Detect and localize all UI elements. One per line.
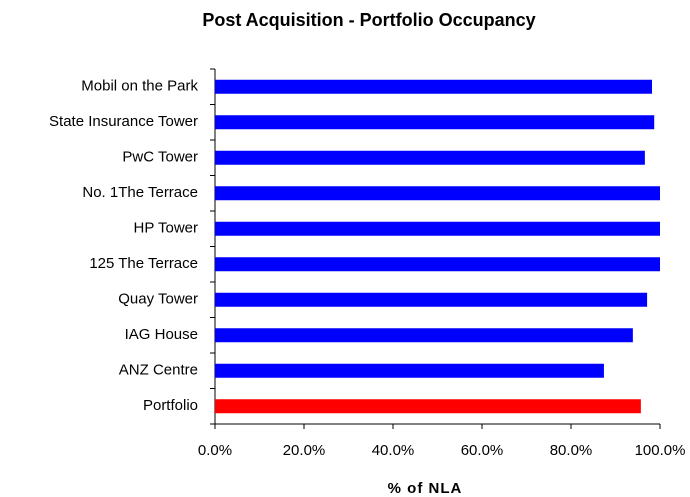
- chart-title: Post Acquisition - Portfolio Occupancy: [202, 10, 535, 30]
- bar: [215, 115, 655, 130]
- y-tick-label: No. 1The Terrace: [82, 184, 198, 201]
- y-tick-label: HP Tower: [134, 220, 198, 237]
- bar: [215, 79, 652, 94]
- x-tick-label: 100.0%: [635, 442, 686, 459]
- bar: [215, 257, 660, 272]
- bar: [215, 186, 660, 201]
- x-tick-label: 20.0%: [283, 442, 326, 459]
- bar: [215, 363, 604, 378]
- y-tick-label: ANZ Centre: [119, 362, 198, 379]
- y-tick-label: PwC Tower: [122, 149, 198, 166]
- y-tick-label: Portfolio: [143, 397, 198, 414]
- x-tick-label: 80.0%: [550, 442, 593, 459]
- y-tick-label: Mobil on the Park: [81, 78, 198, 95]
- x-axis-title: % of NLA: [388, 480, 463, 497]
- y-tick-label: 125 The Terrace: [89, 255, 198, 272]
- x-tick-label: 0.0%: [198, 442, 232, 459]
- bar: [215, 150, 645, 165]
- bar: [215, 399, 641, 414]
- y-tick-label: IAG House: [125, 326, 198, 343]
- y-tick-label: Quay Tower: [118, 291, 198, 308]
- y-tick-label: State Insurance Tower: [49, 113, 198, 130]
- bar: [215, 292, 648, 307]
- bar: [215, 328, 633, 343]
- x-tick-label: 60.0%: [461, 442, 504, 459]
- x-tick-label: 40.0%: [372, 442, 415, 459]
- bar: [215, 221, 660, 236]
